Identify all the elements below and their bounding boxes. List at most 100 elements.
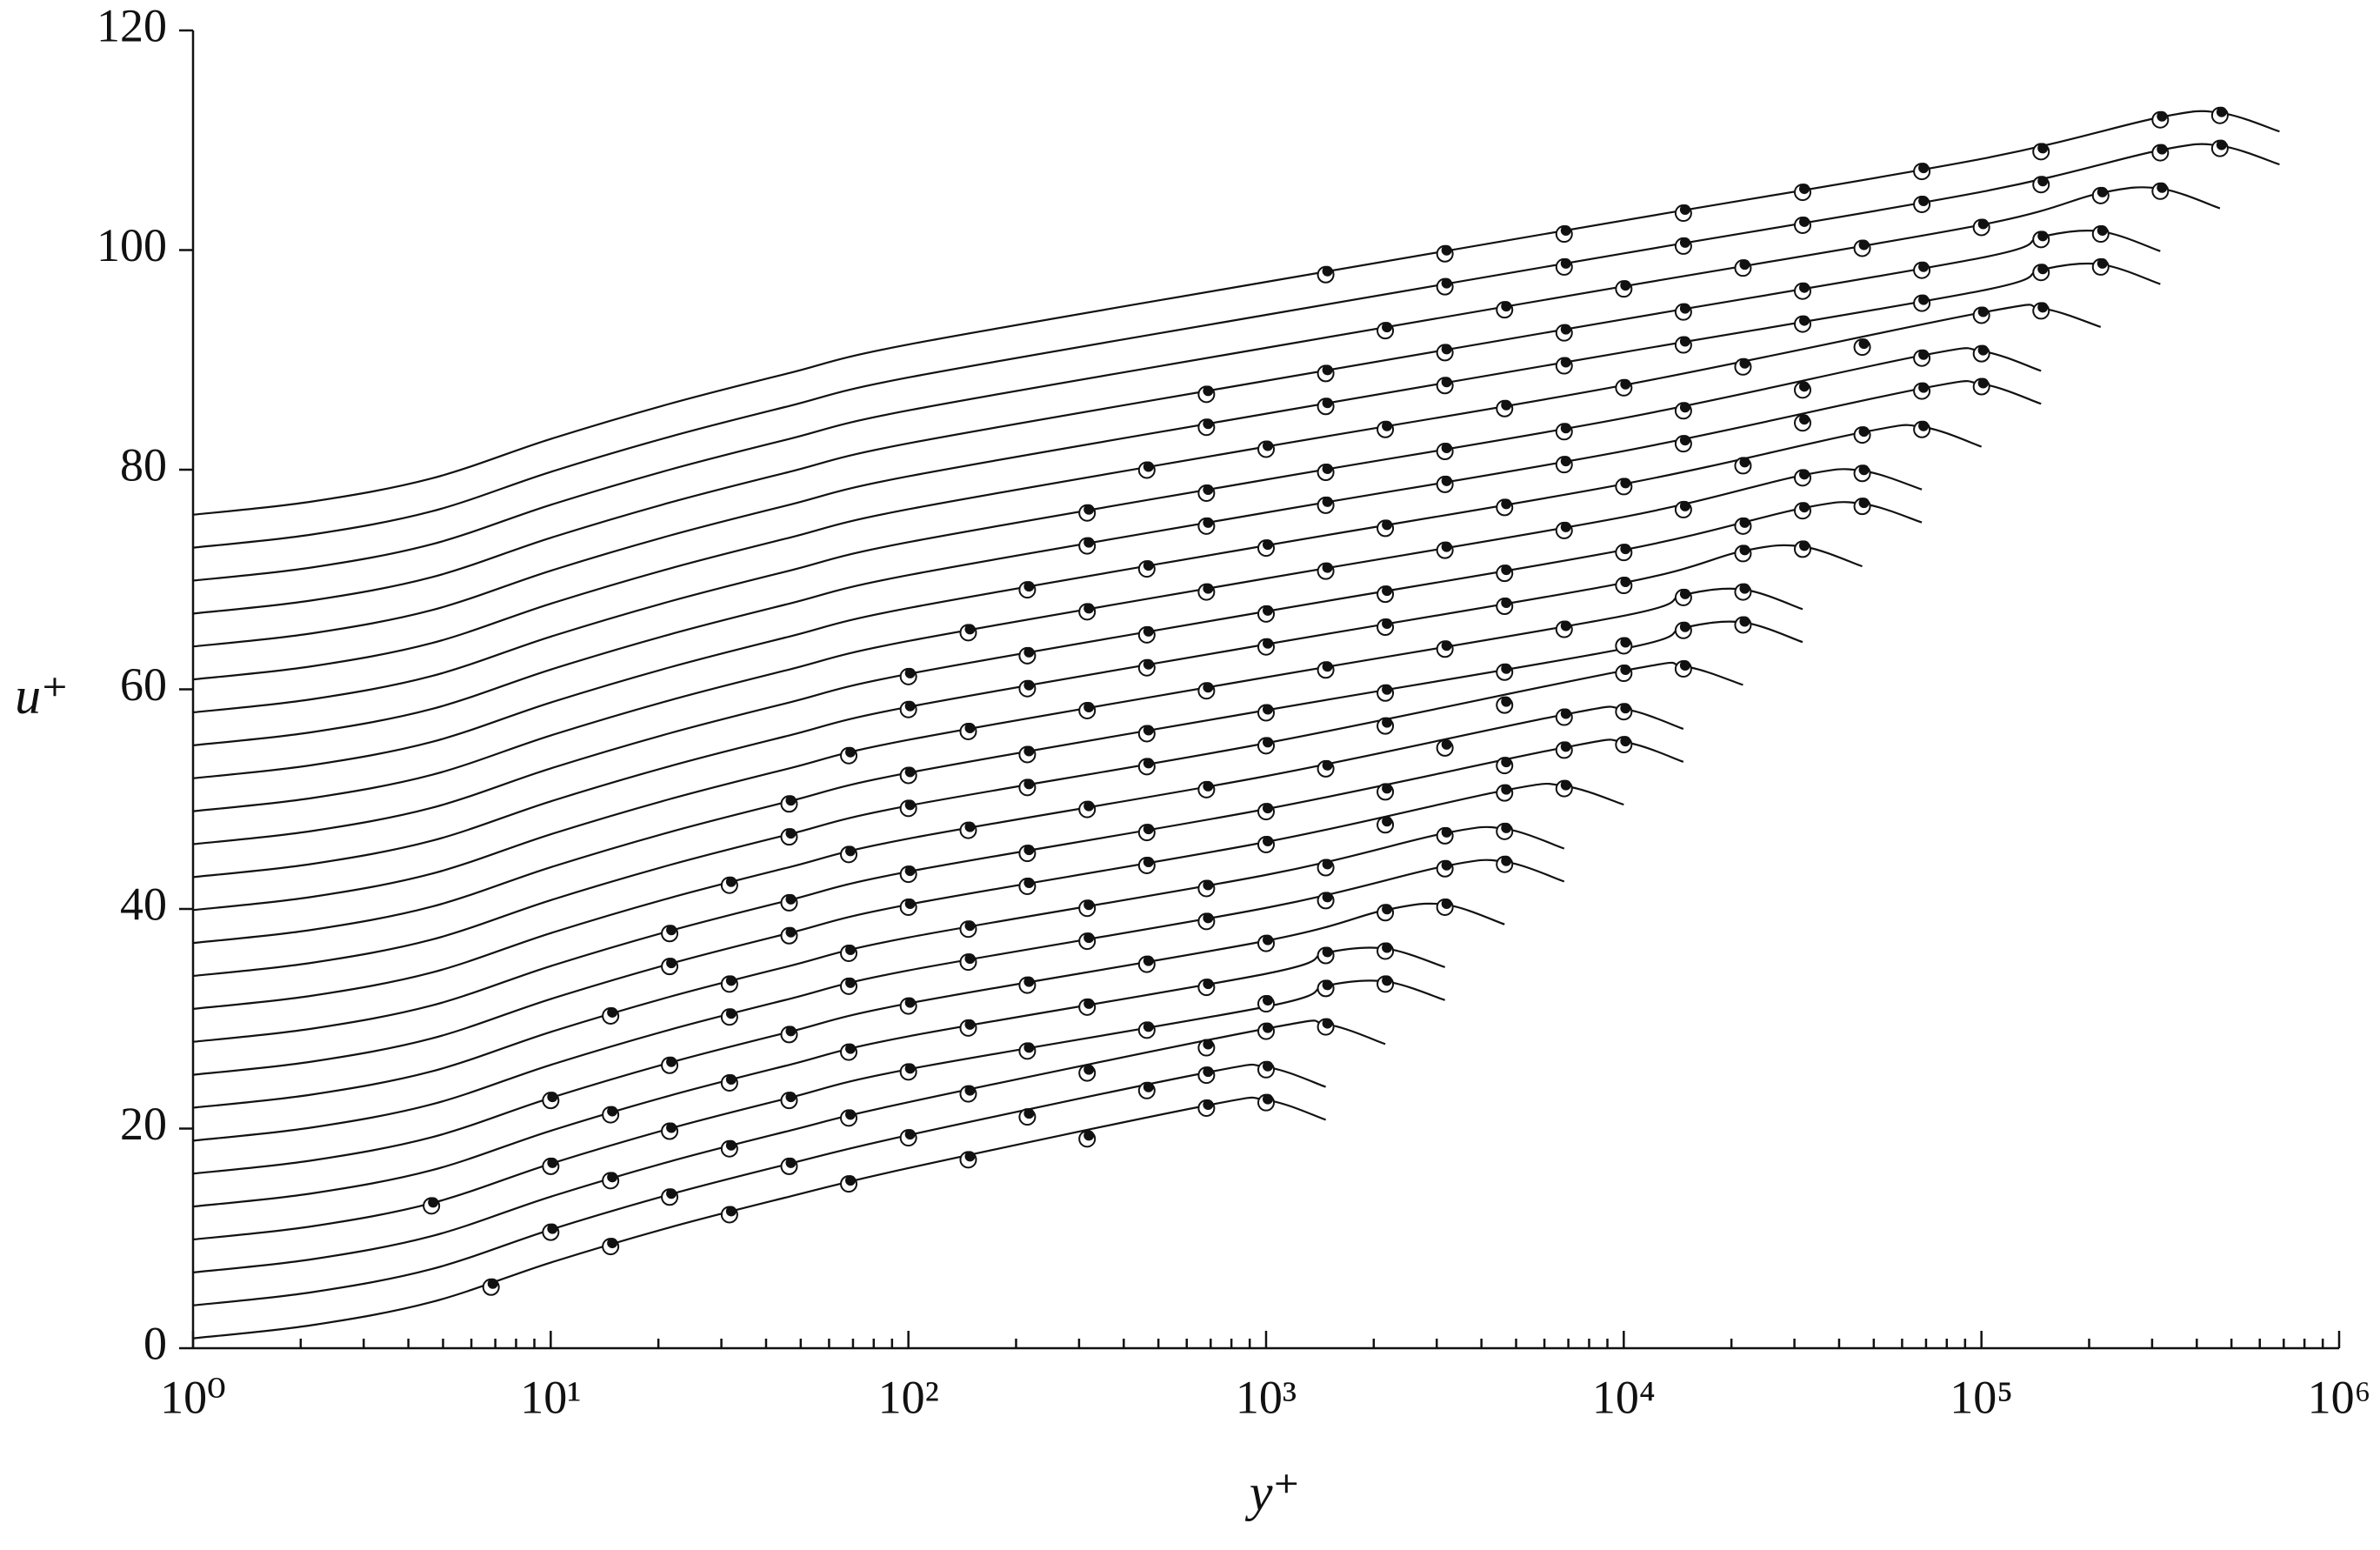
filled-marker bbox=[666, 1056, 677, 1067]
profile-line bbox=[192, 587, 1803, 912]
filled-marker bbox=[2157, 144, 2168, 155]
filled-marker bbox=[1023, 877, 1035, 888]
filled-marker bbox=[1441, 826, 1452, 838]
filled-marker bbox=[785, 893, 797, 905]
filled-marker bbox=[607, 1172, 618, 1183]
filled-marker bbox=[1620, 378, 1631, 390]
filled-marker bbox=[904, 898, 916, 909]
filled-marker bbox=[1739, 517, 1750, 528]
filled-marker bbox=[1441, 859, 1452, 871]
x-axis-label: y⁺ bbox=[1244, 1464, 1300, 1521]
filled-marker bbox=[904, 700, 916, 712]
filled-marker bbox=[845, 944, 857, 955]
filled-marker bbox=[1620, 665, 1631, 676]
filled-marker bbox=[1858, 338, 1870, 350]
profile-line bbox=[192, 1096, 1326, 1340]
filled-marker bbox=[1083, 701, 1095, 712]
filled-marker bbox=[1679, 303, 1690, 314]
filled-marker bbox=[904, 997, 916, 1008]
filled-marker bbox=[785, 828, 797, 839]
profile-line bbox=[192, 902, 1505, 1175]
filled-marker bbox=[904, 1129, 916, 1140]
filled-marker bbox=[1560, 423, 1571, 434]
filled-marker bbox=[1143, 560, 1154, 571]
filled-marker bbox=[1203, 682, 1214, 693]
filled-marker bbox=[845, 1043, 857, 1054]
filled-marker bbox=[1560, 225, 1571, 237]
filled-marker bbox=[2216, 139, 2227, 150]
filled-marker bbox=[1143, 658, 1154, 670]
filled-marker bbox=[1739, 259, 1750, 271]
filled-marker bbox=[1679, 336, 1690, 347]
curves bbox=[192, 110, 2280, 1340]
y-tick-label: 100 bbox=[97, 219, 167, 271]
filled-marker bbox=[785, 926, 797, 938]
filled-marker bbox=[487, 1278, 498, 1289]
filled-marker bbox=[1679, 500, 1690, 511]
filled-marker bbox=[1799, 502, 1810, 513]
filled-marker bbox=[2157, 110, 2168, 122]
profile-line bbox=[192, 468, 1923, 812]
filled-marker bbox=[725, 876, 737, 887]
profile-line bbox=[192, 110, 2280, 516]
filled-marker bbox=[1501, 663, 1512, 674]
filled-marker bbox=[1560, 357, 1571, 368]
profile-line bbox=[192, 979, 1445, 1241]
filled-marker bbox=[1441, 244, 1452, 256]
filled-marker bbox=[1263, 803, 1273, 814]
filled-marker bbox=[2097, 186, 2108, 197]
filled-marker bbox=[1023, 581, 1035, 592]
filled-marker bbox=[1441, 277, 1452, 289]
filled-marker bbox=[1918, 420, 1930, 431]
filled-marker bbox=[1501, 565, 1512, 576]
filled-marker bbox=[1322, 1018, 1333, 1029]
filled-marker bbox=[1322, 265, 1333, 277]
filled-marker bbox=[1263, 1022, 1273, 1033]
filled-marker bbox=[1977, 218, 1989, 230]
filled-marker bbox=[666, 958, 677, 969]
filled-marker bbox=[845, 845, 857, 857]
filled-marker bbox=[1739, 545, 1750, 556]
y-tick-label: 40 bbox=[120, 878, 167, 930]
filled-marker bbox=[1918, 294, 1930, 305]
filled-marker bbox=[1918, 163, 1930, 174]
filled-marker bbox=[2216, 106, 2227, 117]
filled-marker bbox=[1203, 1039, 1214, 1050]
profile-line bbox=[192, 782, 1624, 1076]
filled-marker bbox=[1203, 385, 1214, 397]
filled-marker bbox=[1203, 517, 1214, 528]
filled-marker bbox=[2037, 230, 2049, 242]
filled-marker bbox=[1560, 324, 1571, 335]
filled-marker bbox=[1322, 496, 1333, 507]
filled-marker bbox=[1263, 638, 1273, 649]
filled-marker bbox=[1739, 583, 1750, 594]
filled-marker bbox=[1441, 377, 1452, 388]
filled-marker bbox=[1501, 757, 1512, 768]
filled-marker bbox=[1023, 1042, 1035, 1053]
filled-marker bbox=[1143, 758, 1154, 769]
filled-marker bbox=[1023, 778, 1035, 790]
filled-marker bbox=[607, 1238, 618, 1249]
filled-marker bbox=[1382, 783, 1393, 794]
markers bbox=[423, 106, 2229, 1296]
filled-marker bbox=[1441, 898, 1452, 909]
filled-marker bbox=[1203, 583, 1214, 594]
filled-marker bbox=[1620, 478, 1631, 489]
filled-marker bbox=[1023, 976, 1035, 987]
filled-marker bbox=[1560, 620, 1571, 631]
filled-marker bbox=[1799, 469, 1810, 480]
filled-marker bbox=[1322, 562, 1333, 573]
filled-marker bbox=[1322, 859, 1333, 870]
filled-marker bbox=[785, 1157, 797, 1168]
filled-marker bbox=[1023, 679, 1035, 691]
filled-marker bbox=[1620, 280, 1631, 291]
filled-marker bbox=[1083, 537, 1095, 548]
filled-marker bbox=[1918, 261, 1930, 272]
filled-marker bbox=[964, 1151, 976, 1162]
filled-marker bbox=[2037, 143, 2049, 154]
profile-line bbox=[192, 825, 1565, 1109]
filled-marker bbox=[964, 722, 976, 733]
filled-marker bbox=[1501, 855, 1512, 866]
filled-marker bbox=[1799, 282, 1810, 293]
